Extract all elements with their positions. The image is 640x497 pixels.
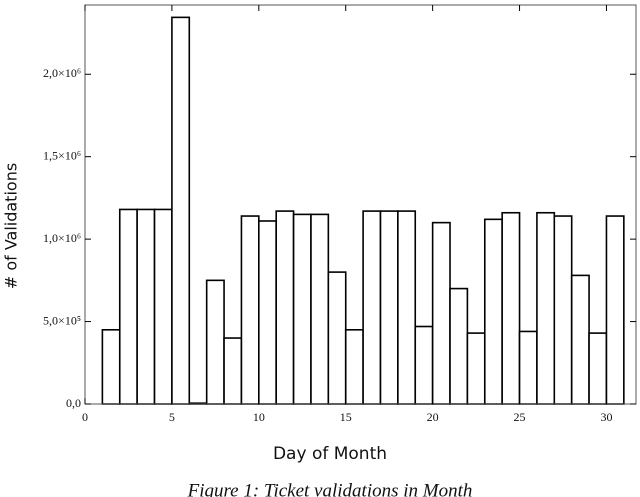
bar xyxy=(258,220,277,405)
y-tick-label: 1,5×10⁶ xyxy=(43,148,81,162)
bar xyxy=(205,279,225,405)
bar xyxy=(397,210,417,405)
y-tick-label: 0,0 xyxy=(66,396,81,410)
bar xyxy=(344,329,364,405)
x-tick-label: 10 xyxy=(253,410,265,424)
bar xyxy=(518,330,538,405)
bar xyxy=(275,210,295,405)
x-tick-label: 0 xyxy=(82,410,88,424)
bar xyxy=(153,208,173,405)
bar xyxy=(362,210,382,405)
bar xyxy=(292,213,312,405)
x-tick-label: 25 xyxy=(514,410,526,424)
bar xyxy=(379,210,399,405)
bar xyxy=(223,337,243,405)
y-tick-label: 2,0×10⁶ xyxy=(43,66,81,80)
bar xyxy=(605,215,625,405)
caption: Figure 1: Ticket validations in Month xyxy=(187,480,473,497)
bar xyxy=(501,211,521,405)
y-tick-label: 5,0×10⁵ xyxy=(43,313,81,327)
x-tick-label: 30 xyxy=(600,410,612,424)
bar xyxy=(414,325,434,405)
bar xyxy=(570,274,590,405)
bar xyxy=(536,211,556,405)
bar xyxy=(431,221,451,405)
bar xyxy=(483,218,503,405)
bar xyxy=(310,213,330,405)
bar xyxy=(449,287,469,405)
x-tick-label: 15 xyxy=(340,410,352,424)
bar xyxy=(588,332,608,405)
bar xyxy=(327,271,347,405)
y-axis-label: # of Validations xyxy=(2,163,21,289)
bar xyxy=(171,16,191,405)
bar xyxy=(101,329,121,405)
x-tick-label: 5 xyxy=(169,410,175,424)
bar xyxy=(466,332,486,405)
x-axis-label: Day of Month xyxy=(273,444,387,464)
bar xyxy=(136,208,156,405)
bar xyxy=(553,215,573,405)
bar xyxy=(240,215,260,405)
x-tick-label: 20 xyxy=(427,410,439,424)
plot-frame xyxy=(84,4,637,405)
y-tick-label: 1,0×10⁶ xyxy=(43,231,81,245)
bar xyxy=(118,208,138,405)
